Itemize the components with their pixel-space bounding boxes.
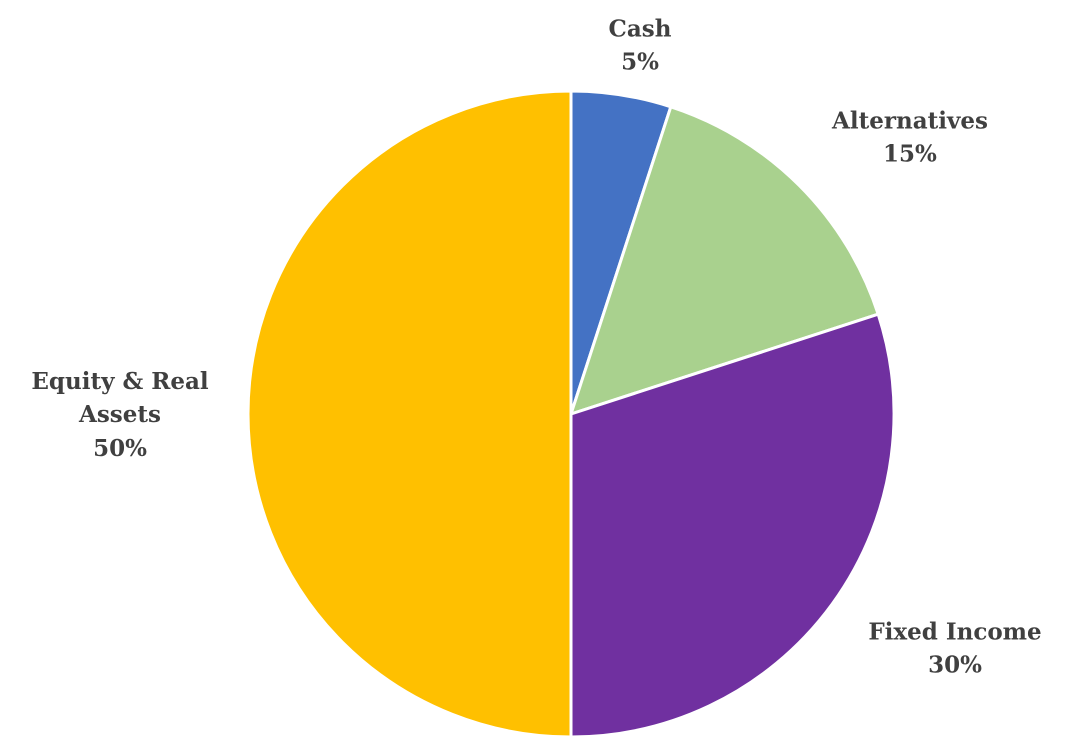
value-label: 15% (883, 141, 937, 168)
category-name: Fixed Income (868, 618, 1042, 646)
value-label: 50% (93, 434, 147, 462)
slice-label: Alternatives 15% (832, 105, 988, 172)
pie-slice (568, 104, 881, 417)
slice-label: Fixed Income 30% (868, 616, 1041, 683)
category-name: Equity & Real Assets (31, 367, 209, 429)
slice-label: Equity & Real Assets 50% (5, 365, 235, 465)
value-label: 30% (928, 652, 982, 679)
value-label: 5% (621, 49, 659, 76)
slice-label: Cash 5% (609, 13, 672, 80)
category-name: Cash (608, 15, 672, 43)
category-name: Alternatives (832, 107, 988, 135)
pie-slice (246, 89, 573, 738)
pie-slice (569, 312, 896, 738)
